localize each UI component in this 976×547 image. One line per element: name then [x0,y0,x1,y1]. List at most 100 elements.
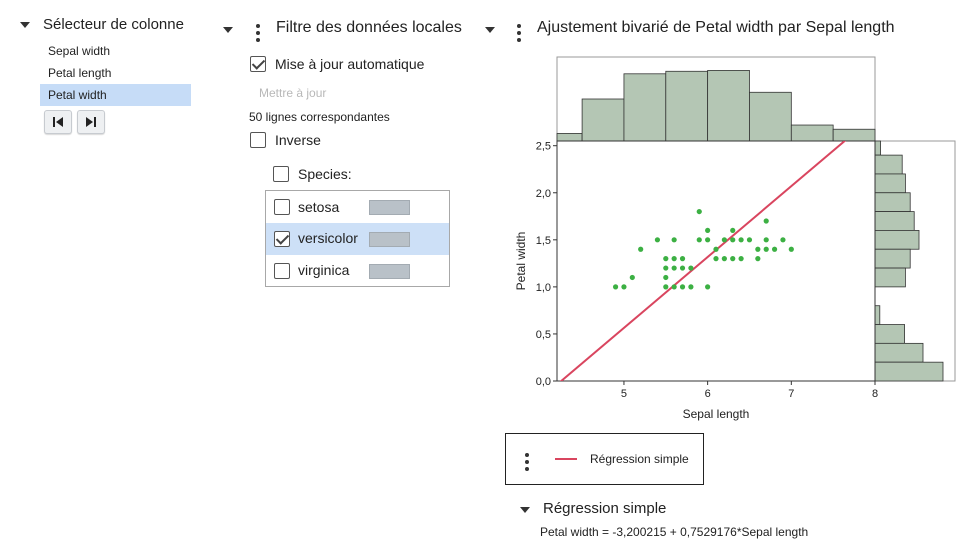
y-tick-label: 0,0 [536,376,551,388]
data-point [730,256,736,262]
bivariate-menu-icon[interactable] [517,24,521,45]
data-point [671,284,677,290]
color-swatch[interactable] [369,200,410,215]
data-point [679,256,686,262]
first-button[interactable] [44,110,72,134]
data-point [730,237,736,243]
data-point [788,246,794,252]
setosa-checkbox[interactable] [274,199,290,215]
y-tick-label: 2,5 [536,141,551,153]
right-histogram-bar [874,230,920,250]
species-row-label: setosa [298,199,340,215]
data-point [763,218,769,224]
species-label: Species: [298,166,352,182]
right-histogram-bar [874,267,906,288]
regression-title: Régression simple [543,500,667,517]
col-item-petal-width[interactable]: Petal width [40,84,191,106]
data-point [746,237,753,243]
auto-update-checkbox[interactable] [250,56,266,72]
data-point [696,237,702,243]
legend-label: Régression simple [590,452,689,466]
data-point [654,237,661,243]
data-point [738,256,744,262]
collapse-filter-icon[interactable] [223,27,233,33]
species-row-setosa[interactable]: setosa [266,191,449,223]
top-histogram-bar [749,91,792,142]
data-point [763,237,769,243]
collapse-regression-icon[interactable] [520,507,530,513]
auto-update-label: Mise à jour automatique [275,56,425,72]
x-tick-label: 8 [872,388,878,400]
top-histogram-bar [832,128,876,142]
last-button[interactable] [77,110,105,134]
right-histogram-bar [874,154,903,175]
y-tick-label: 2,0 [536,188,551,200]
right-histogram-bar [874,192,911,212]
species-row-virginica[interactable]: virginica [266,255,449,287]
data-point [663,274,669,281]
bivariate-chart: 5 6 7 8 0,0 0,5 1,0 1,5 2,0 2,5 Sepal length Petal … [514,56,956,421]
top-histogram-bar [623,73,667,142]
col-item-petal-length[interactable]: Petal length [48,66,112,80]
data-point [721,256,727,262]
right-histogram-bar [874,211,915,231]
collapse-col-selector-icon[interactable] [20,22,30,28]
data-point [663,256,669,262]
x-tick-label: 5 [621,388,627,400]
x-tick-label: 6 [705,388,711,400]
match-count: 50 lignes correspondantes [249,110,390,124]
data-point [688,265,694,271]
species-row-label: virginica [298,262,350,278]
data-point [663,284,669,290]
color-swatch[interactable] [369,264,410,279]
inverse-label: Inverse [275,132,321,148]
data-point [679,265,686,271]
filter-menu-icon[interactable] [256,24,260,45]
legend-box: Régression simple [505,433,704,485]
color-swatch[interactable] [369,232,410,247]
data-point [738,237,744,243]
collapse-bivariate-icon[interactable] [485,27,495,33]
col-item-sepal-width[interactable]: Sepal width [48,44,111,58]
top-histogram-bar [707,70,750,142]
data-point [705,284,711,290]
data-point [755,246,761,252]
data-point [621,284,627,290]
data-point [638,246,644,252]
legend-line-swatch [555,458,577,460]
data-point [755,256,761,262]
y-tick-label: 0,5 [536,329,551,341]
right-histogram-bar [874,305,881,325]
data-point [663,265,669,271]
filter-title: Filtre des données locales [276,19,462,36]
legend-menu-icon[interactable] [525,453,529,474]
data-point [705,227,711,234]
data-point [688,284,694,290]
data-point [671,237,677,243]
versicolor-checkbox[interactable] [274,231,290,247]
y-tick-label: 1,5 [536,235,551,247]
right-histogram-bar [874,140,881,156]
y-tick-label: 1,0 [536,282,551,294]
virginica-checkbox[interactable] [274,263,290,279]
x-tick-label: 7 [788,388,794,400]
data-point [763,246,769,252]
top-histogram-bar [581,98,625,142]
col-selector-title: Sélecteur de colonne [43,16,184,33]
update-button[interactable]: Mettre à jour [259,86,327,100]
data-point [730,227,736,234]
data-point [780,237,786,243]
right-histogram-bar [874,248,911,269]
top-histogram-bar [790,124,834,142]
data-point [679,284,686,290]
data-point [705,237,711,243]
y-axis-label: Petal width [514,232,528,291]
skip-first-icon [53,117,63,127]
species-list: setosa versicolor virginica [265,190,450,287]
data-point [629,274,635,281]
right-histogram-bar [874,173,906,194]
regression-equation: Petal width = -3,200215 + 0,7529176*Sepa… [540,525,809,539]
inverse-checkbox[interactable] [250,132,266,148]
species-checkbox[interactable] [273,166,289,182]
species-row-versicolor[interactable]: versicolor [266,223,449,255]
